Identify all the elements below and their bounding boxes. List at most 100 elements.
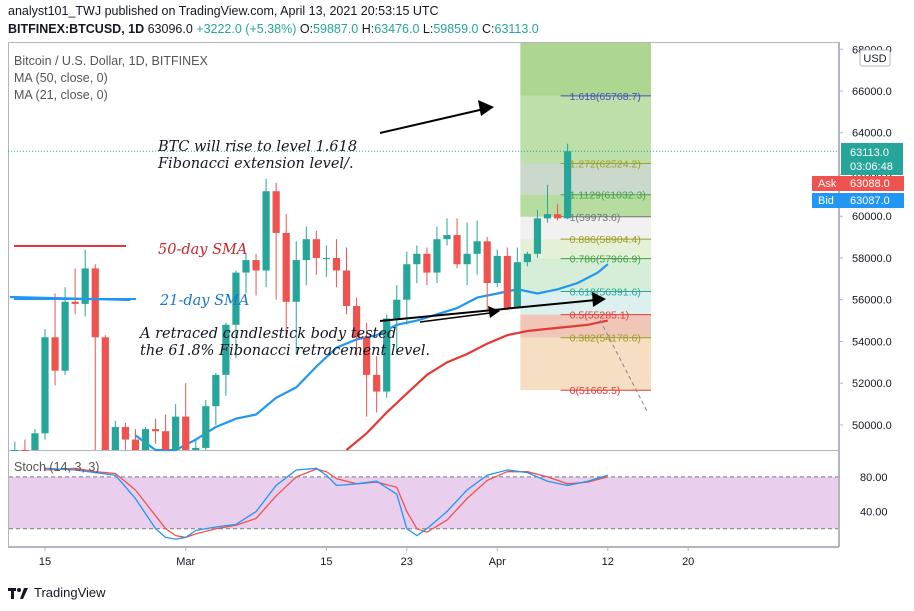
chart-canvas[interactable]: 1.618(65768.7) 1.272(62524.2) 1.1129(61032… <box>0 0 914 585</box>
candle-body <box>383 318 391 392</box>
candle-body <box>242 260 250 273</box>
candle-body <box>564 151 572 219</box>
open-value: 59887.0 <box>313 22 359 36</box>
candle-body <box>272 191 280 233</box>
open-label: O: <box>299 22 314 36</box>
candle-body <box>182 416 190 450</box>
ask-label: Ask <box>818 178 837 190</box>
time-tick-label: 12 <box>602 556 614 568</box>
candle-body <box>121 427 129 440</box>
candle-body <box>473 241 481 254</box>
symbol-label[interactable]: BITFINEX:BTCUSD, 1D <box>8 22 145 36</box>
fib-level-label: 1.1129(61032.3) <box>570 190 646 202</box>
publisher-line: analyst101_TWJ published on TradingView.… <box>8 4 439 18</box>
fib-level-label: 0.382(54178.6) <box>570 333 641 345</box>
candle-body <box>503 255 511 309</box>
candle-body <box>111 427 119 450</box>
bid-label: Bid <box>818 195 834 207</box>
currency-label[interactable]: USD <box>863 53 886 65</box>
candle-body <box>41 337 49 434</box>
fib-zone-band <box>520 216 652 240</box>
fib-zones <box>520 43 652 391</box>
arrow-up-line <box>379 108 485 134</box>
candle-body <box>423 253 431 273</box>
candle-body <box>202 406 210 448</box>
time-tick-label: 20 <box>682 556 694 568</box>
low-label: L: <box>422 22 434 36</box>
legend-ma50: MA (50, close, 0) <box>14 71 108 85</box>
price-tick-label: 50000.0 <box>852 420 892 432</box>
bid-value: 63087.0 <box>850 195 890 207</box>
candle-body <box>332 257 341 271</box>
candle-body <box>312 239 320 258</box>
fib-level-label: 0.618(56391.6) <box>570 287 641 299</box>
fib-level-label: 1(59973.6) <box>570 212 621 224</box>
ohlc-line: BITFINEX:BTCUSD, 1D 63096.0 +3222.0 (+5.… <box>8 22 539 36</box>
fib-zone-band <box>520 239 652 259</box>
candle-body <box>151 429 160 432</box>
stoch-band <box>9 476 838 529</box>
candle-body <box>252 260 260 271</box>
candle-body <box>302 239 310 261</box>
close-label: C: <box>482 22 495 36</box>
last-price-tag <box>841 143 903 175</box>
candle-body <box>141 429 150 450</box>
sma21-label: 21-day SMA <box>159 293 249 309</box>
retrace-line1: A retraced candlestick body tested <box>138 326 396 342</box>
price-tick-label: 66000.0 <box>852 86 892 98</box>
price-tick-label: 52000.0 <box>852 378 892 390</box>
fib-zone-band <box>520 258 652 292</box>
candle-body <box>393 299 401 319</box>
price-tick-label: 64000.0 <box>852 128 892 140</box>
candle-body <box>493 255 501 284</box>
stoch-tick-label: 40.00 <box>860 506 888 518</box>
fib-level-label: 0.786(57966.9) <box>570 254 641 266</box>
high-value: 63476.0 <box>374 22 420 36</box>
candle-body <box>262 191 270 271</box>
candle-body <box>282 232 290 302</box>
currency-badge <box>859 49 891 67</box>
fib-level-label: 1.618(65768.7) <box>570 91 641 103</box>
candle-body <box>71 301 79 304</box>
price-tick-label: 56000.0 <box>852 295 892 307</box>
price-tick-label: 58000.0 <box>852 253 892 265</box>
candle-body <box>483 241 491 284</box>
stoch-pane: 80.00 40.00 <box>9 467 888 540</box>
candle-body <box>11 450 19 451</box>
candle-body <box>292 260 300 302</box>
candle-body <box>212 374 220 407</box>
position-target-box <box>520 43 652 217</box>
candle-body <box>222 324 230 375</box>
candle-body <box>101 337 109 450</box>
time-tick-label: 15 <box>39 556 51 568</box>
candle-body <box>403 264 411 300</box>
stoch-tick-label: 80.00 <box>860 472 888 484</box>
time-tick-label: 15 <box>320 556 332 568</box>
sma50-label: 50-day SMA <box>158 242 247 258</box>
candle-body <box>322 257 330 259</box>
candle-body <box>443 235 451 240</box>
fib-zone-band <box>520 337 652 391</box>
candle-body <box>131 439 140 450</box>
stoch-d-line <box>44 467 608 539</box>
footer-brand[interactable]: TradingView <box>8 585 106 600</box>
ask-tag <box>812 176 904 191</box>
candle-body <box>61 301 69 371</box>
fib-zone-band <box>520 291 652 315</box>
candle-body <box>51 337 59 371</box>
candle-body <box>543 214 552 219</box>
candle-body <box>162 431 170 450</box>
last-price: 63096.0 <box>147 22 193 36</box>
fib-labels: 1.618(65768.7) 1.272(62524.2) 1.1129(61032… <box>570 91 646 397</box>
high-label: H: <box>361 22 375 36</box>
candle-body <box>363 337 371 375</box>
fib-zone-band <box>520 95 652 164</box>
candle-body <box>192 447 200 450</box>
candle-body <box>352 305 361 338</box>
candle-body <box>513 262 521 309</box>
arrow-mid-head <box>488 306 500 318</box>
fib-lines <box>560 95 652 391</box>
candle-body <box>413 253 421 265</box>
arrow-up-head <box>478 100 494 116</box>
retrace-line2: the 61.8% Fibonacci retracement level. <box>140 343 430 359</box>
